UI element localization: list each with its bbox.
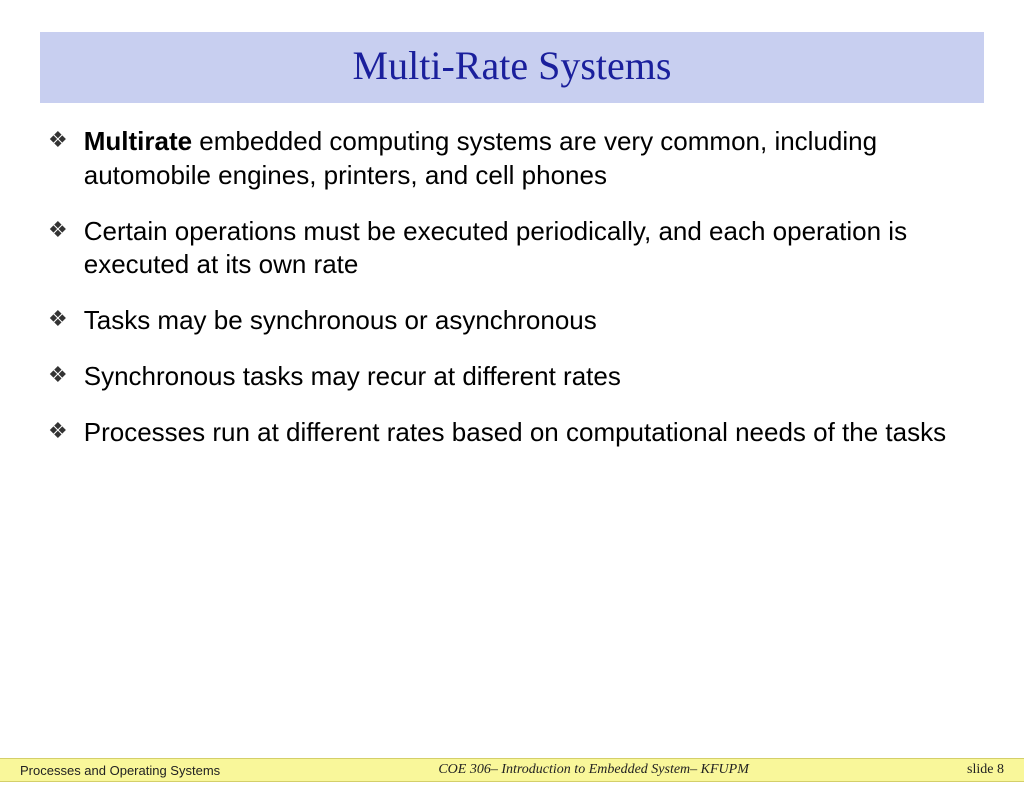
diamond-bullet-icon: ❖ xyxy=(48,219,68,241)
diamond-bullet-icon: ❖ xyxy=(48,420,68,442)
diamond-bullet-icon: ❖ xyxy=(48,364,68,386)
diamond-bullet-icon: ❖ xyxy=(48,308,68,330)
slide-footer: Processes and Operating Systems COE 306–… xyxy=(0,758,1024,782)
bullet-text: Certain operations must be executed peri… xyxy=(84,215,976,283)
footer-left: Processes and Operating Systems xyxy=(0,763,220,778)
bullet-text: Processes run at different rates based o… xyxy=(84,416,946,450)
bullet-item: ❖ Tasks may be synchronous or asynchrono… xyxy=(48,304,976,338)
footer-right: slide 8 xyxy=(967,762,1024,778)
bullet-item: ❖ Certain operations must be executed pe… xyxy=(48,215,976,283)
slide-body: ❖ Multirate embedded computing systems a… xyxy=(0,103,1024,450)
bullet-item: ❖ Synchronous tasks may recur at differe… xyxy=(48,360,976,394)
bullet-text: Synchronous tasks may recur at different… xyxy=(84,360,621,394)
diamond-bullet-icon: ❖ xyxy=(48,129,68,151)
bullet-item: ❖ Multirate embedded computing systems a… xyxy=(48,125,976,193)
title-bar: Multi-Rate Systems xyxy=(40,32,984,103)
bullet-text: Multirate embedded computing systems are… xyxy=(84,125,976,193)
slide-title: Multi-Rate Systems xyxy=(40,42,984,89)
footer-center: COE 306– Introduction to Embedded System… xyxy=(220,762,967,778)
bullet-item: ❖ Processes run at different rates based… xyxy=(48,416,976,450)
bullet-text: Tasks may be synchronous or asynchronous xyxy=(84,304,597,338)
